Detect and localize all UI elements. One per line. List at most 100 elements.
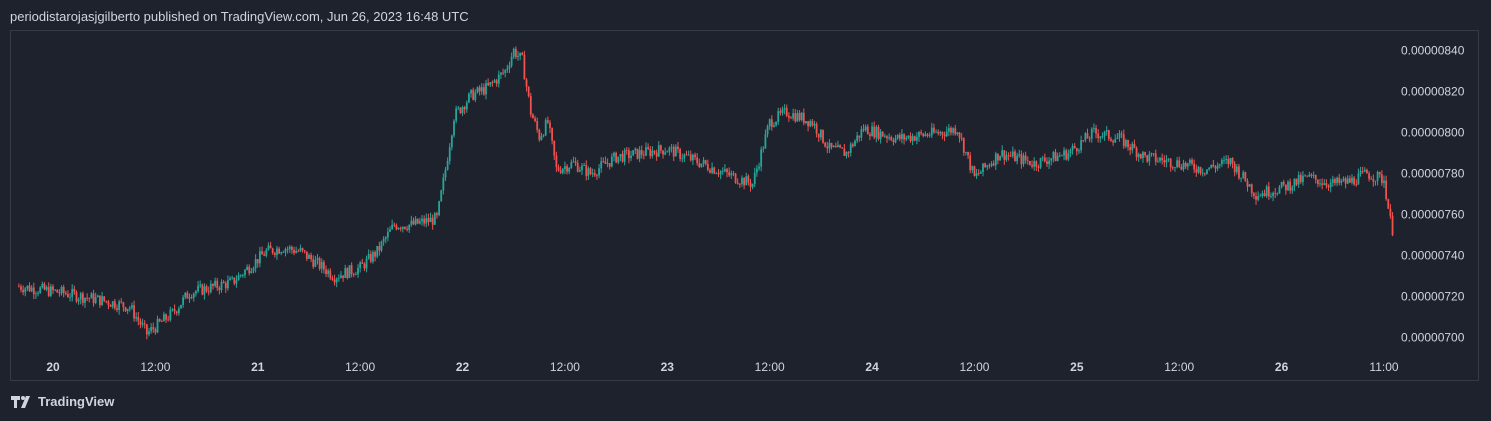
candle [943,131,946,142]
candle [350,262,353,278]
candle-body [222,281,225,284]
candle-body [1011,151,1014,157]
candle-body [604,161,607,164]
candle-body [199,284,202,286]
candle [67,290,69,298]
candle [374,250,376,262]
candle-body [583,165,586,166]
candle-body [410,220,413,225]
candle [613,151,615,162]
candle-body [320,261,323,269]
candle-body [979,172,982,174]
candle-body [915,136,918,141]
candle-body [329,270,332,279]
candle [1052,150,1055,163]
candle-body [414,218,417,225]
candle [702,157,705,168]
y-axis[interactable]: 0.00000840 0.00000820 0.00000800 0.00000780… [1401,43,1465,344]
candle-body [679,149,682,159]
candle-body [218,287,221,291]
candle [766,124,769,138]
candle-body [794,113,797,122]
candle-body [1110,139,1112,141]
candle [487,78,490,87]
candle [732,170,735,177]
candle-body [308,254,310,259]
candle-body [1233,163,1236,173]
x-axis[interactable]: 20 12:00 21 12:00 22 12:00 23 12:00 24 12:00 25 12:… [46,360,1399,374]
candle [894,134,897,144]
candle [397,227,400,230]
candle-body [17,286,20,288]
candle-body [954,128,957,134]
candle-body [52,286,54,291]
candle [768,118,771,130]
candle-body [655,152,658,157]
candle-body [1065,150,1068,160]
candle-body [952,128,955,133]
candle [224,281,227,294]
candle [719,170,722,180]
candle-body [220,281,223,291]
candle-body [988,165,991,167]
candle [546,116,549,124]
candle [1376,170,1379,186]
candle-body [512,48,515,57]
candle [760,146,763,172]
candle [721,167,724,175]
candle [1282,179,1285,187]
candle [269,241,272,249]
candle [354,271,357,276]
candle [826,141,829,154]
candle [1278,185,1281,194]
chart-frame[interactable] [10,30,1479,381]
candle-body [163,314,165,322]
candle-body [969,155,972,171]
candle-body [472,89,475,100]
candle [866,124,869,135]
candle [250,267,253,274]
candle-body [126,308,129,312]
candle-body [1048,160,1051,165]
x-tick-label: 24 [865,360,879,374]
candle-body [246,266,249,270]
candle-body [209,283,212,293]
candle-body [1058,155,1061,157]
candle-body [1195,169,1198,173]
candle-body [463,107,466,110]
candle [623,147,626,166]
candle [461,105,464,117]
candle [453,119,455,138]
candle-body [254,259,257,269]
candle [406,225,408,232]
tradingview-brand[interactable]: TradingView [11,394,114,409]
candle-body [822,129,824,143]
candle-body [1197,167,1200,173]
candle-body [1003,150,1006,160]
candle-body [177,308,180,314]
candle [216,277,219,291]
candle-body [348,265,351,278]
tradingview-label: TradingView [38,394,115,409]
candle-body [233,277,236,284]
candle [201,283,204,296]
candle-body [290,246,293,250]
candle [519,52,522,61]
candle-body [35,293,37,295]
candle-body [1099,136,1102,139]
price-chart[interactable]: 0.00000840 0.00000820 0.00000800 0.00000780… [10,30,1479,381]
candle [271,247,274,255]
candle [436,211,438,219]
candle-body [22,289,25,293]
candle [574,157,577,167]
candle-body [122,302,125,308]
candle-body [1082,140,1085,141]
candle-body [1225,158,1228,161]
candle-body [685,154,688,156]
candle [715,171,718,175]
candle [73,285,76,295]
candle [440,189,443,202]
candle-body [1261,193,1264,196]
candle [1287,180,1289,192]
candle-body [1056,155,1059,162]
